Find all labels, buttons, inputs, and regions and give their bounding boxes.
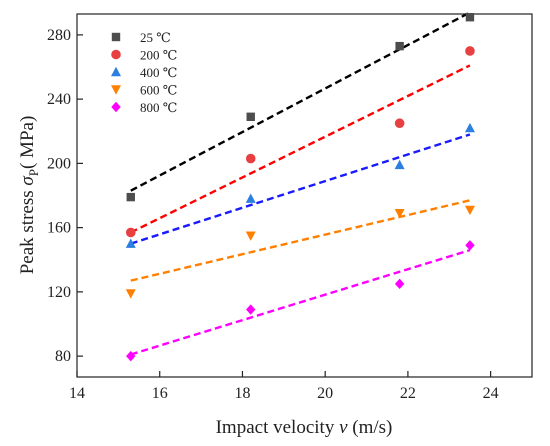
x-tick-label: 14	[69, 385, 85, 402]
series-4-point	[394, 208, 405, 219]
series-4-point	[245, 231, 256, 241]
series-1-legend-marker	[111, 32, 121, 42]
series-4-legend-marker	[111, 85, 121, 95]
series-1-fit-line	[130, 11, 471, 192]
series-5-point	[394, 278, 405, 290]
series-3-fit-line	[130, 133, 471, 245]
x-tick-label: 24	[483, 385, 499, 402]
series-3-point	[464, 122, 475, 133]
y-tick-label: 200	[47, 155, 71, 172]
series-3-point	[394, 159, 405, 170]
y-tick-label: 160	[47, 220, 71, 237]
series-2-legend-label: 200 ℃	[140, 48, 177, 63]
series-4-legend-label: 600 ℃	[140, 83, 177, 98]
y-axis-title-unit: ( MPa)	[17, 116, 38, 169]
series-5-point	[465, 240, 475, 251]
series-2-point	[394, 118, 405, 129]
series-1-point	[395, 41, 404, 51]
data-points	[125, 13, 475, 362]
series-5-point	[126, 350, 136, 362]
series-2-point	[125, 227, 136, 238]
y-axis-title-main: Peak stress	[17, 186, 38, 275]
series-5-legend-label: 800 ℃	[140, 100, 177, 115]
x-tick-label: 20	[317, 385, 333, 402]
series-3-legend-marker	[111, 66, 121, 77]
x-tick-label: 18	[234, 385, 250, 402]
x-tick-label: 22	[400, 385, 416, 402]
series-4-fit-line	[130, 199, 471, 282]
series-5-fit-line	[130, 248, 471, 356]
x-axis-title-var: v	[339, 417, 348, 438]
series-3-legend-label: 400 ℃	[140, 65, 177, 80]
series-2-point	[245, 153, 256, 164]
y-axis-title-sym: σ	[17, 176, 38, 186]
x-axis-title-main: Impact velocity	[216, 417, 339, 438]
legend: 25 ℃ 200 ℃ 400 ℃ 600 ℃ 800 ℃	[111, 30, 177, 115]
series-5-legend-marker	[111, 101, 121, 113]
series-4-point	[464, 205, 475, 216]
series-1-point	[126, 192, 135, 202]
series-4-point	[125, 289, 136, 299]
series-1-point	[246, 112, 255, 121]
series-3-point	[245, 193, 256, 203]
y-tick-label: 120	[47, 284, 71, 301]
series-1-legend-label: 25 ℃	[140, 30, 171, 45]
y-axis-title: Peak stress σP( MPa)	[17, 116, 41, 275]
y-tick-label: 240	[47, 91, 71, 108]
series-2-fit-line	[130, 64, 471, 234]
series-2-point	[465, 46, 475, 56]
x-tick-label: 16	[152, 385, 168, 402]
y-axis-title-sub: P	[26, 169, 41, 176]
x-axis-title-unit: (m/s)	[348, 417, 393, 438]
y-tick-label: 80	[55, 348, 71, 365]
x-axis-title: Impact velocity v (m/s)	[216, 417, 393, 438]
series-2-legend-marker	[111, 49, 121, 60]
plot-frame	[76, 13, 533, 378]
fit-lines	[130, 11, 471, 356]
axis-ticks: 14 16 18 20 22 24 80 120 160 200 240 280	[47, 27, 499, 402]
series-5-point	[246, 304, 256, 315]
series-3-point	[125, 238, 136, 248]
series-1-point	[465, 13, 475, 22]
y-tick-label: 280	[47, 27, 71, 44]
